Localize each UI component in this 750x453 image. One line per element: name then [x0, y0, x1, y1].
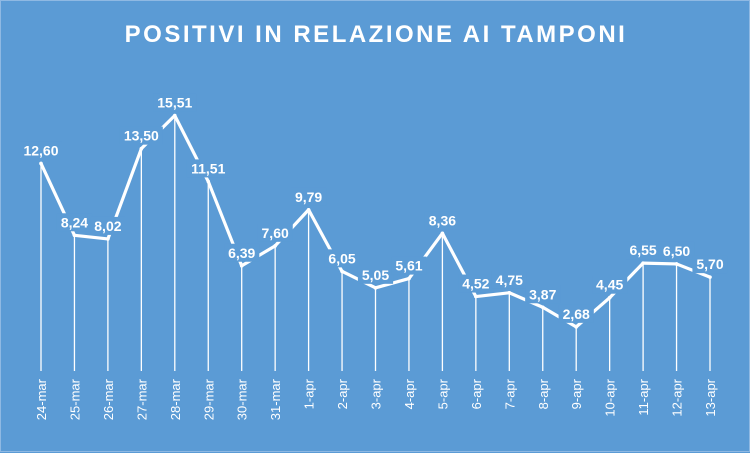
data-point-7-apr [507, 290, 512, 295]
data-point-2-apr [340, 269, 344, 274]
data-point-9-apr [574, 325, 578, 329]
data-label-bg-7-apr [491, 270, 527, 289]
data-point-25-mar [72, 233, 77, 238]
x-tick-label-24-mar: 24-mar [34, 378, 49, 420]
data-label-bg-12-apr [658, 241, 695, 260]
data-label-24-mar: 12,60 [23, 142, 58, 158]
data-label-12-apr: 6,50 [663, 243, 690, 259]
data-point-28-mar [173, 113, 177, 118]
data-label-bg-28-mar [153, 93, 197, 112]
data-label-7-apr: 4,75 [496, 272, 523, 288]
data-label-bg-10-apr [592, 275, 628, 294]
data-label-bg-6-apr [458, 274, 494, 293]
data-label-8-apr: 3,87 [529, 286, 556, 302]
x-tick-label-9-apr: 9-apr [569, 378, 584, 409]
x-tick-label-1-apr: 1-apr [302, 378, 317, 409]
data-point-31-mar [273, 244, 277, 248]
data-label-bg-31-mar [257, 223, 293, 242]
data-point-1-apr [306, 207, 311, 212]
data-point-30-mar [239, 263, 244, 268]
x-tick-label-29-mar: 29-mar [201, 378, 216, 420]
x-tick-label-13-apr: 13-apr [703, 378, 718, 416]
data-label-26-mar: 8,02 [94, 218, 121, 234]
data-label-9-apr: 2,68 [563, 306, 590, 322]
x-tick-label-31-mar: 31-mar [268, 378, 283, 420]
x-tick-label-2-apr: 2-apr [335, 378, 350, 409]
x-tick-label-6-apr: 6-apr [469, 378, 484, 409]
data-label-bg-9-apr [558, 304, 594, 323]
x-tick-label-27-mar: 27-mar [134, 378, 149, 420]
chart-title: POSITIVI IN RELAZIONE AI TAMPONI [124, 21, 628, 48]
data-point-24-mar [39, 161, 43, 166]
data-label-bg-29-mar [186, 159, 230, 178]
x-tick-label-25-mar: 25-mar [67, 378, 82, 420]
data-label-2-apr: 6,05 [328, 250, 355, 266]
x-tick-label-12-apr: 12-apr [670, 378, 685, 416]
data-point-13-apr [708, 275, 712, 279]
data-label-4-apr: 5,61 [395, 258, 422, 274]
data-point-3-apr [373, 286, 378, 290]
x-tick-label-10-apr: 10-apr [603, 378, 618, 416]
data-label-11-apr: 6,55 [629, 242, 656, 258]
data-point-27-mar [139, 146, 144, 151]
data-label-bg-8-apr [525, 285, 561, 304]
x-tick-label-3-apr: 3-apr [369, 378, 384, 409]
x-tick-label-28-mar: 28-mar [168, 378, 183, 420]
data-label-3-apr: 5,05 [362, 267, 389, 283]
data-label-bg-13-apr [692, 255, 728, 274]
x-tick-label-8-apr: 8-apr [536, 378, 551, 409]
data-point-11-apr [641, 261, 645, 265]
data-label-27-mar: 13,50 [124, 128, 159, 144]
x-tick-label-11-apr: 11-apr [636, 378, 651, 415]
data-label-31-mar: 7,60 [262, 225, 289, 241]
data-label-10-apr: 4,45 [596, 277, 623, 293]
data-point-12-apr [674, 262, 679, 266]
data-label-bg-1-apr [291, 187, 327, 206]
data-label-bg-25-mar [56, 213, 93, 232]
x-tick-label-30-mar: 30-mar [235, 378, 250, 420]
x-tick-label-26-mar: 26-mar [101, 378, 116, 420]
data-label-bg-26-mar [90, 216, 126, 235]
data-point-10-apr [607, 295, 612, 300]
data-label-1-apr: 9,79 [295, 189, 322, 205]
series-segment-25-mar [72, 233, 110, 241]
series-segment-6-apr [474, 291, 511, 299]
data-label-bg-5-apr [424, 211, 460, 230]
data-label-bg-4-apr [391, 256, 427, 275]
data-label-bg-11-apr [625, 241, 661, 260]
data-point-26-mar [106, 237, 110, 241]
data-point-8-apr [540, 305, 545, 310]
data-label-bg-30-mar [224, 243, 260, 262]
data-point-4-apr [407, 276, 411, 281]
data-label-5-apr: 8,36 [429, 212, 456, 228]
data-point-6-apr [474, 294, 478, 299]
data-label-6-apr: 4,52 [462, 276, 489, 292]
data-point-29-mar [206, 179, 211, 184]
x-tick-label-5-apr: 5-apr [435, 378, 450, 409]
x-tick-label-4-apr: 4-apr [402, 378, 417, 409]
series-segment-11-apr [641, 261, 679, 266]
data-label-25-mar: 8,24 [61, 214, 88, 230]
data-label-bg-3-apr [357, 265, 394, 284]
data-label-bg-27-mar [119, 126, 163, 145]
x-tick-label-7-apr: 7-apr [502, 378, 517, 409]
data-label-29-mar: 11,51 [191, 160, 225, 176]
data-label-28-mar: 15,51 [157, 95, 192, 111]
data-label-13-apr: 5,70 [696, 256, 723, 272]
data-label-30-mar: 6,39 [228, 245, 255, 261]
data-label-bg-24-mar [19, 141, 63, 160]
data-label-bg-2-apr [324, 249, 360, 268]
data-point-5-apr [440, 231, 445, 236]
